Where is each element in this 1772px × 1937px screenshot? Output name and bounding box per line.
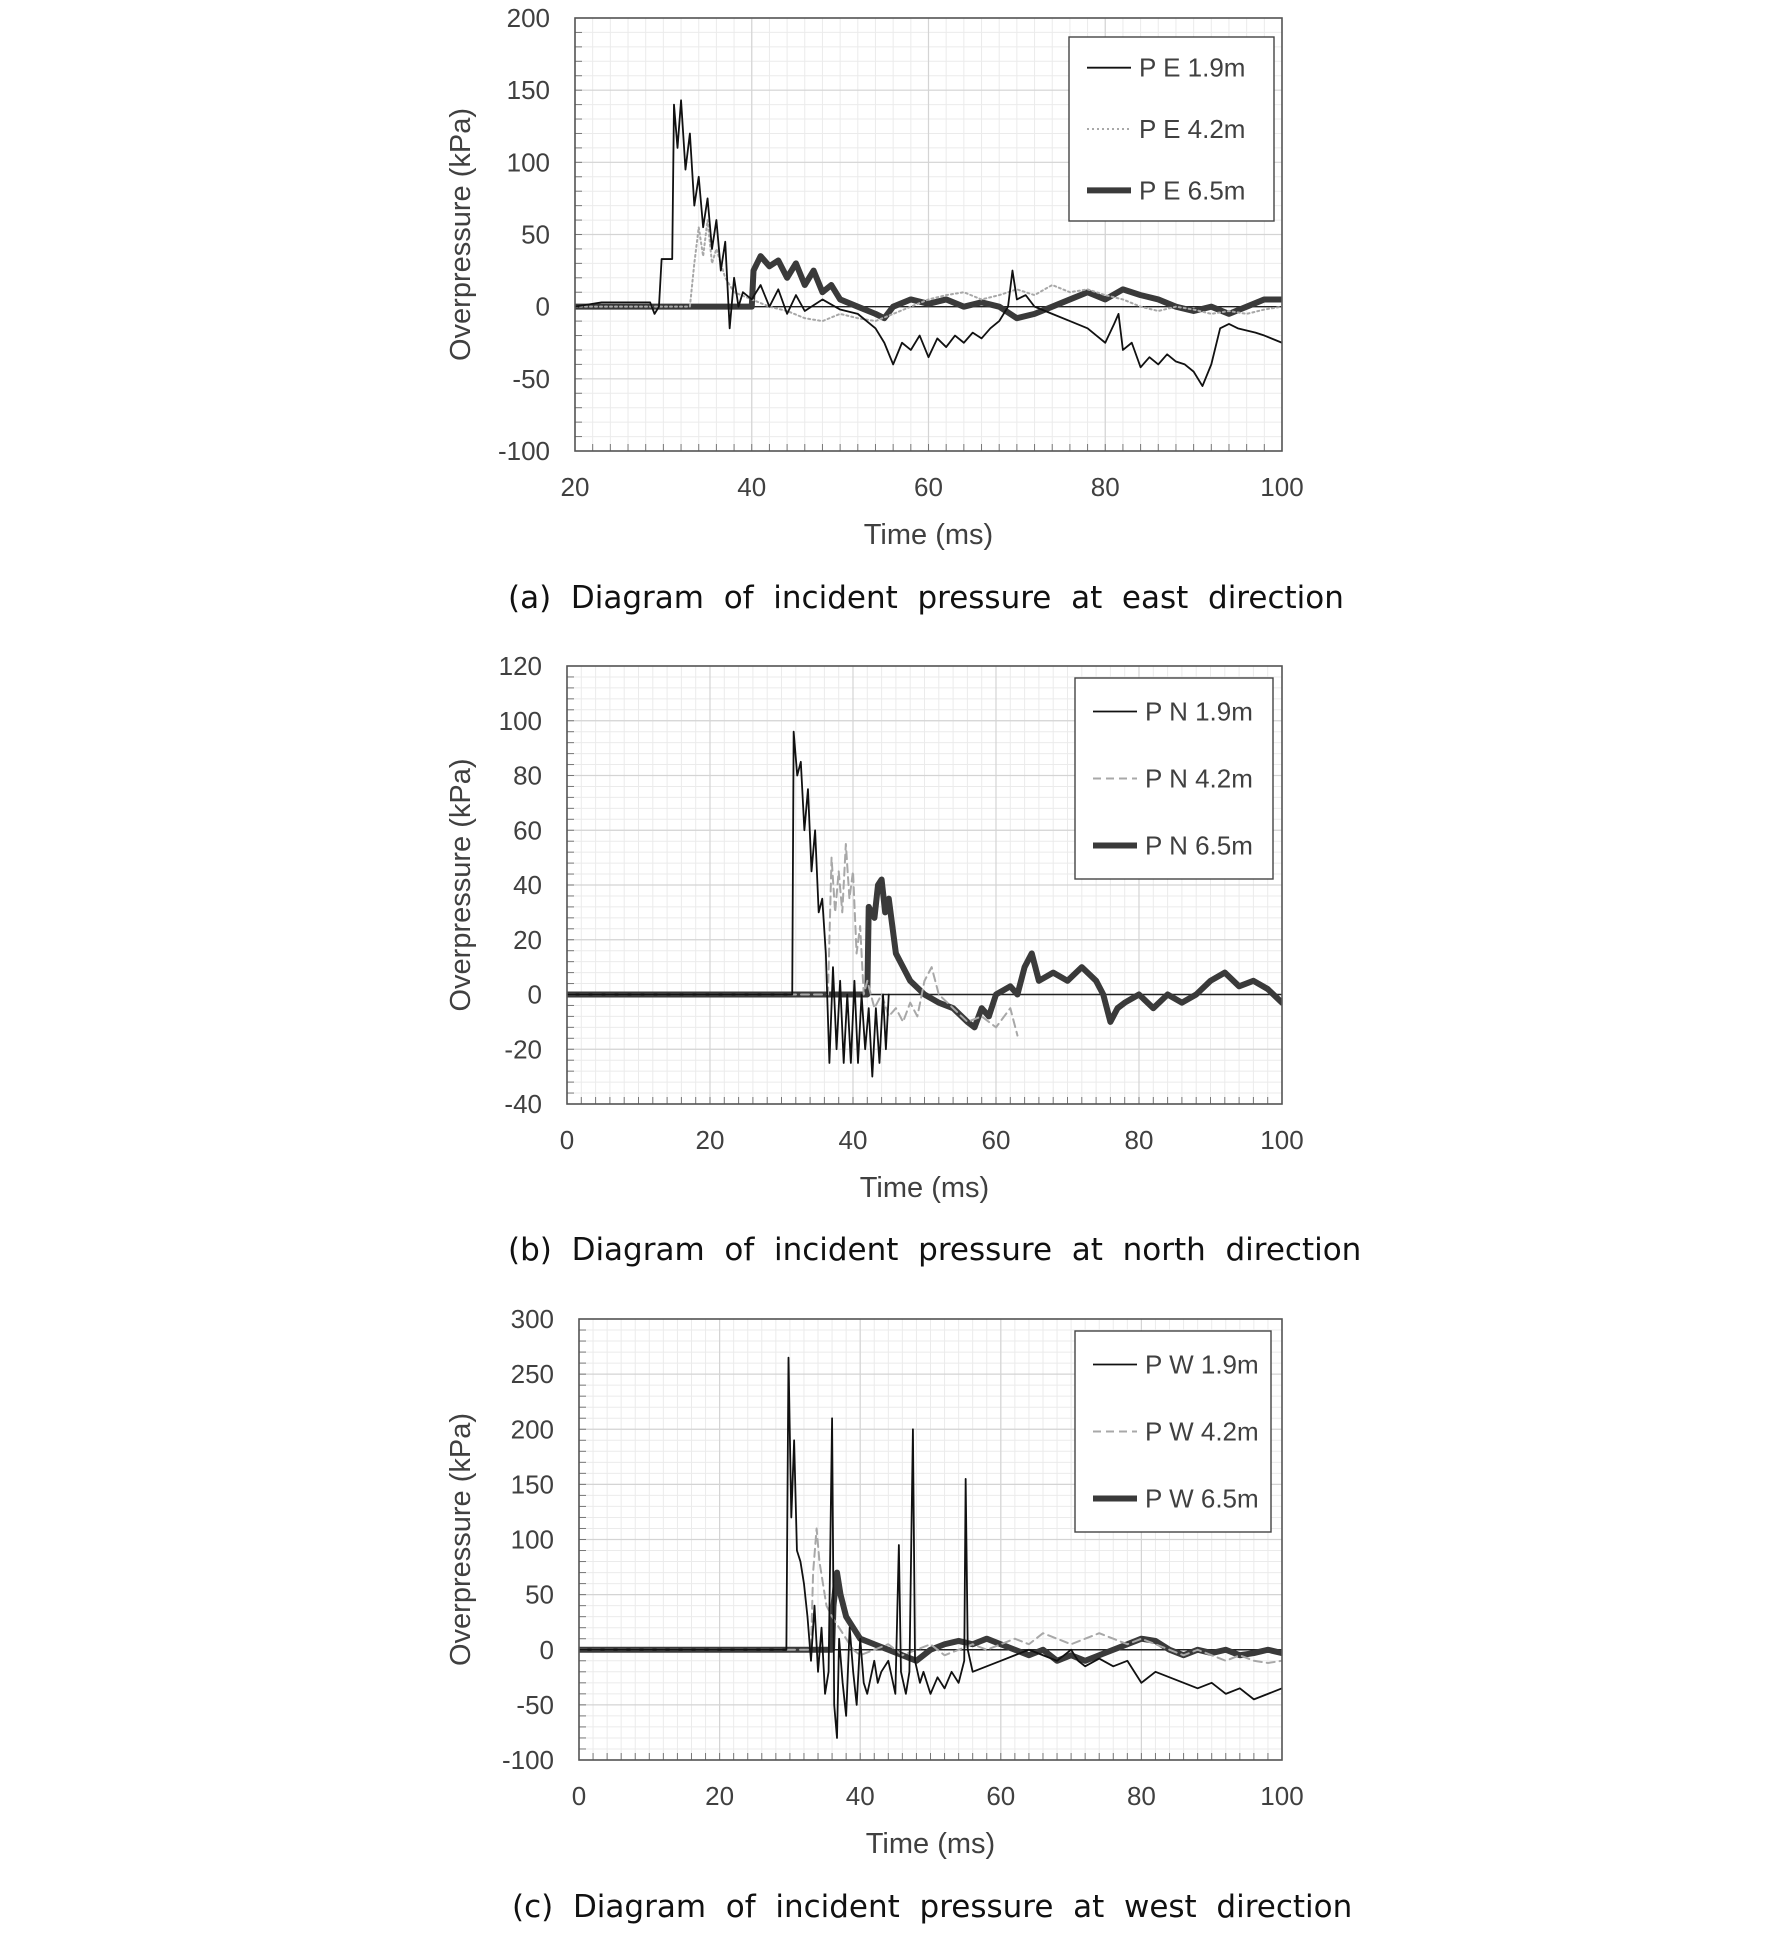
legend-label: P N 4.2m (1145, 764, 1253, 794)
chart-a: -100 -50 0 50 100 150 200 20 40 60 80 100 Time (ms) O… (445, 3, 1344, 616)
plot-frame (566, 665, 1283, 1105)
y-tick-label: 250 (511, 1359, 554, 1389)
y-tick-label: -50 (516, 1690, 554, 1720)
y-tick-label: 150 (511, 1469, 554, 1499)
y-tick-label: 0 (528, 980, 542, 1010)
x-tick-label: 40 (846, 1781, 875, 1811)
series-line-p-n-4.2m (567, 842, 1019, 1037)
x-tick-label: 60 (914, 472, 943, 502)
x-tick-label: 0 (572, 1781, 586, 1811)
y-axis-title: Overpressure (kPa) (445, 758, 477, 1011)
y-tick-label: -50 (512, 364, 550, 394)
series-line-p-n-1.9m (567, 730, 890, 1078)
x-tick-label: 100 (1260, 1125, 1303, 1155)
legend-label: P N 1.9m (1145, 697, 1253, 727)
x-tick-label: 80 (1125, 1125, 1154, 1155)
y-tick-label: 0 (540, 1635, 554, 1665)
figure-caption: (b) Diagram of incident pressure at nort… (508, 1232, 1361, 1268)
y-tick-label: 200 (511, 1414, 554, 1444)
plot-frame (574, 17, 1283, 452)
series-line-p-n-6.5m (567, 876, 1282, 1031)
plot-frame (578, 1318, 1283, 1761)
y-tick-label: -100 (502, 1745, 554, 1775)
y-tick-label: 50 (521, 220, 550, 250)
x-axis-title: Time (ms) (864, 519, 993, 551)
figure-caption: (c) Diagram of incident pressure at west… (512, 1889, 1352, 1925)
x-tick-label: 20 (561, 472, 590, 502)
legend-label: P E 1.9m (1139, 53, 1245, 83)
legend: P N 1.9m P N 4.2m P N 6.5m (1074, 677, 1274, 880)
y-tick-label: 50 (525, 1580, 554, 1610)
x-tick-label: 20 (696, 1125, 725, 1155)
x-tick-label: 60 (986, 1781, 1015, 1811)
series-line-p-e-1.9m (575, 99, 1282, 387)
legend-label: P W 1.9m (1145, 1350, 1259, 1380)
x-tick-label: 80 (1091, 472, 1120, 502)
x-axis-title: Time (ms) (866, 1828, 995, 1860)
series-line-p-e-6.5m (575, 253, 1282, 322)
x-tick-label: 80 (1127, 1781, 1156, 1811)
series-line-p-w-4.2m (579, 1527, 1282, 1664)
legend: P E 1.9m P E 4.2m P E 6.5m (1068, 36, 1275, 222)
y-tick-label: 100 (499, 706, 542, 736)
legend-label: P W 6.5m (1145, 1484, 1259, 1514)
legend-label: P E 6.5m (1139, 175, 1245, 205)
chart-c: -100 -50 0 50 100 150 200 250 300 0 20 40 60 80 100 Tim… (445, 1304, 1352, 1925)
x-tick-label: 40 (839, 1125, 868, 1155)
y-tick-label: 150 (507, 75, 550, 105)
x-tick-label: 0 (560, 1125, 574, 1155)
y-tick-label: 60 (513, 815, 542, 845)
legend-label: P E 4.2m (1139, 114, 1245, 144)
y-tick-label: 300 (511, 1304, 554, 1334)
y-tick-label: 120 (499, 651, 542, 681)
y-tick-label: 40 (513, 870, 542, 900)
chart-b: -40 -20 0 20 40 60 80 100 120 0 20 40 60 80 100 Time (m… (445, 651, 1361, 1268)
series-line-p-w-1.9m (579, 1356, 1282, 1739)
y-tick-label: 80 (513, 761, 542, 791)
y-axis-title: Overpressure (kPa) (445, 108, 477, 361)
series-line-p-e-4.2m (575, 219, 1282, 323)
legend-label: P N 6.5m (1145, 831, 1253, 861)
y-tick-label: -100 (498, 436, 550, 466)
legend-label: P W 4.2m (1145, 1417, 1259, 1447)
figure-caption: (a) Diagram of incident pressure at east… (508, 580, 1344, 616)
y-tick-label: 0 (536, 292, 550, 322)
legend: P W 1.9m P W 4.2m P W 6.5m (1074, 1330, 1272, 1533)
x-tick-label: 40 (737, 472, 766, 502)
y-tick-label: 100 (507, 147, 550, 177)
x-tick-label: 60 (982, 1125, 1011, 1155)
x-tick-label: 20 (705, 1781, 734, 1811)
y-tick-label: -20 (504, 1034, 542, 1064)
y-axis-title: Overpressure (kPa) (445, 1413, 477, 1666)
x-axis-title: Time (ms) (860, 1172, 989, 1204)
x-tick-label: 100 (1260, 472, 1303, 502)
y-tick-label: 200 (507, 3, 550, 33)
x-tick-label: 100 (1260, 1781, 1303, 1811)
y-tick-label: 20 (513, 925, 542, 955)
y-tick-label: 100 (511, 1525, 554, 1555)
y-tick-label: -40 (504, 1089, 542, 1119)
